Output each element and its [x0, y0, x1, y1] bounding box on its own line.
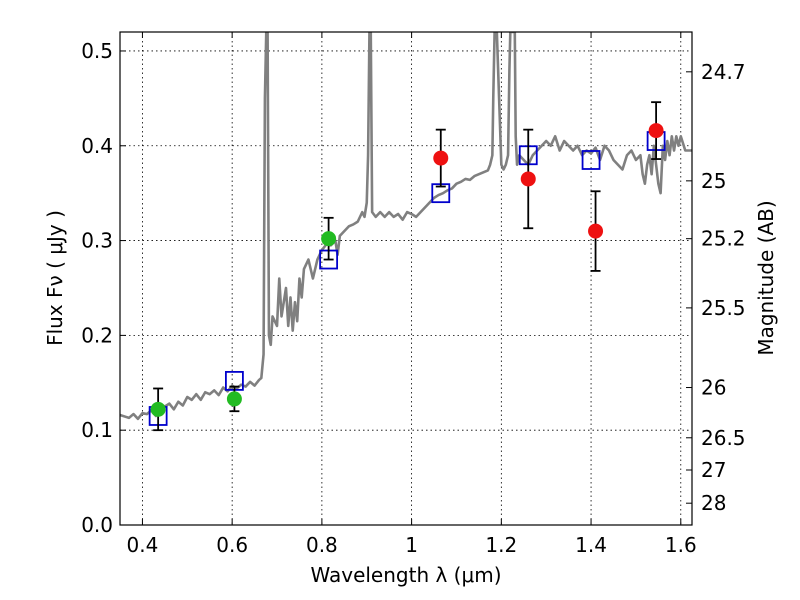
- model-square-point: [581, 150, 601, 170]
- observed-point: [588, 223, 604, 239]
- x-tick-label: 0.4: [127, 533, 159, 557]
- right-tick-label: 26: [701, 376, 726, 400]
- spectrum-line: [120, 32, 692, 421]
- plot-frame: [119, 31, 693, 526]
- right-tick-label: 28: [701, 491, 726, 515]
- y-tick-label: 0.3: [81, 229, 113, 253]
- y-tick-label: 0.2: [81, 323, 113, 347]
- right-tick-label: 25.5: [701, 296, 746, 320]
- x-tick-label: 1.4: [575, 533, 607, 557]
- y-tick-label: 0.0: [81, 513, 113, 537]
- y-axis-label: Flux Fν ( μJy ): [43, 210, 67, 346]
- right-tick-label: 25.2: [701, 227, 746, 251]
- right-axis-label: Magnitude (AB): [754, 200, 778, 355]
- data-layer: [120, 32, 692, 432]
- right-tick-label: 26.5: [701, 426, 746, 450]
- observed-point: [150, 401, 166, 417]
- x-tick-label: 1.2: [485, 533, 517, 557]
- x-tick-label: 0.6: [216, 533, 248, 557]
- observed-point: [433, 150, 449, 166]
- y-tick-label: 0.5: [81, 39, 113, 63]
- observed-point: [321, 231, 337, 247]
- x-tick-label: 0.8: [306, 533, 338, 557]
- observed-point: [520, 171, 536, 187]
- grid-layer: [120, 32, 692, 526]
- tick-layer: 0.4 0.6 0.8 1 1.2 1.4 1.6 0.0 0.1 0.2 0.3 0.4 0.5 24.…: [81, 32, 746, 557]
- observed-point: [226, 391, 242, 407]
- right-tick-label: 24.7: [701, 60, 746, 84]
- right-tick-label: 25: [701, 169, 726, 193]
- right-tick-label: 27: [701, 458, 726, 482]
- x-axis-label: Wavelength λ (μm): [310, 563, 501, 587]
- x-tick-label: 1.6: [665, 533, 697, 557]
- observed-point: [648, 123, 664, 139]
- y-tick-label: 0.4: [81, 134, 113, 158]
- x-tick-label: 1: [405, 533, 418, 557]
- y-tick-label: 0.1: [81, 418, 113, 442]
